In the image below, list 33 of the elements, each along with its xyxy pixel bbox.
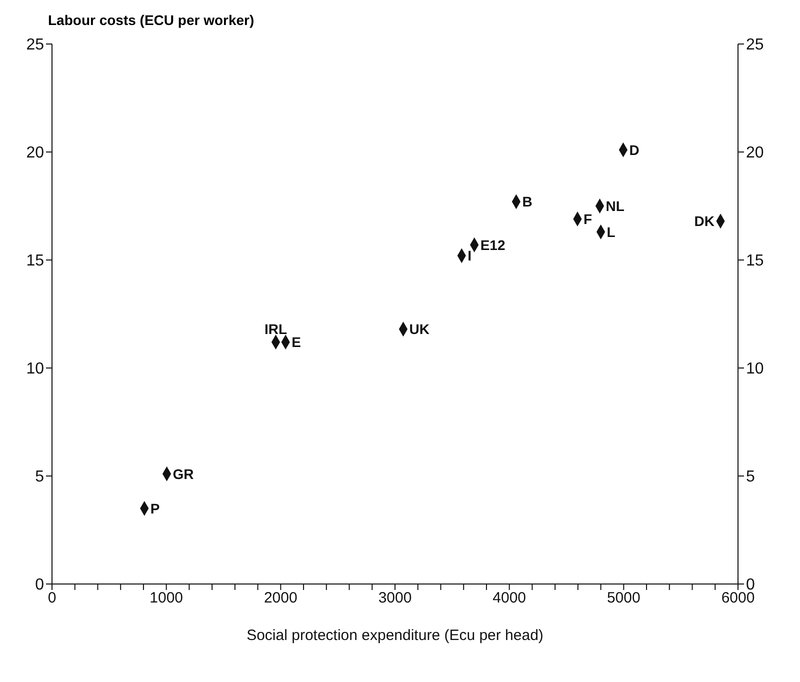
y2-tick-label: 20 [746, 144, 764, 162]
x-tick-label: 5000 [606, 590, 640, 607]
x-tick-label: 2000 [264, 590, 298, 607]
y2-tick-label: 25 [746, 36, 764, 54]
annotation: IRL [264, 321, 288, 338]
annotation: E [292, 334, 301, 350]
annotation: NL [606, 198, 625, 214]
y2-tick-label: 5 [746, 468, 755, 486]
x-tick-label: 4000 [492, 590, 526, 607]
y2-tick-label: 15 [746, 252, 764, 270]
annotation: I [468, 248, 472, 264]
y-tick-label: 10 [26, 360, 44, 378]
annotation: L [606, 224, 616, 240]
x-tick-label: 1000 [150, 590, 184, 607]
y-tick-label: 25 [26, 36, 44, 54]
annotation: E12 [480, 236, 506, 253]
y-tick-label: 5 [35, 468, 44, 486]
y-tick-label: 20 [26, 144, 44, 162]
x-tick-label: 6000 [721, 590, 755, 607]
y-tick-label: 0 [35, 576, 44, 594]
y-axis-title: Labour costs (ECU per worker) [48, 12, 254, 28]
annotation: DK [694, 213, 715, 230]
annotation: D [629, 142, 640, 158]
y2-tick-label: 10 [746, 360, 764, 378]
annotation: P [150, 500, 160, 516]
x-axis-title: Social protection expenditure (Ecu per head) [246, 627, 544, 644]
x-tick-label: 0 [48, 590, 56, 607]
annotation: UK [409, 321, 430, 338]
x-tick-label: 3000 [378, 590, 412, 607]
annotation: B [522, 194, 532, 210]
annotation: GR [172, 466, 194, 482]
y-tick-label: 15 [26, 252, 44, 270]
annotation: F [583, 210, 592, 227]
